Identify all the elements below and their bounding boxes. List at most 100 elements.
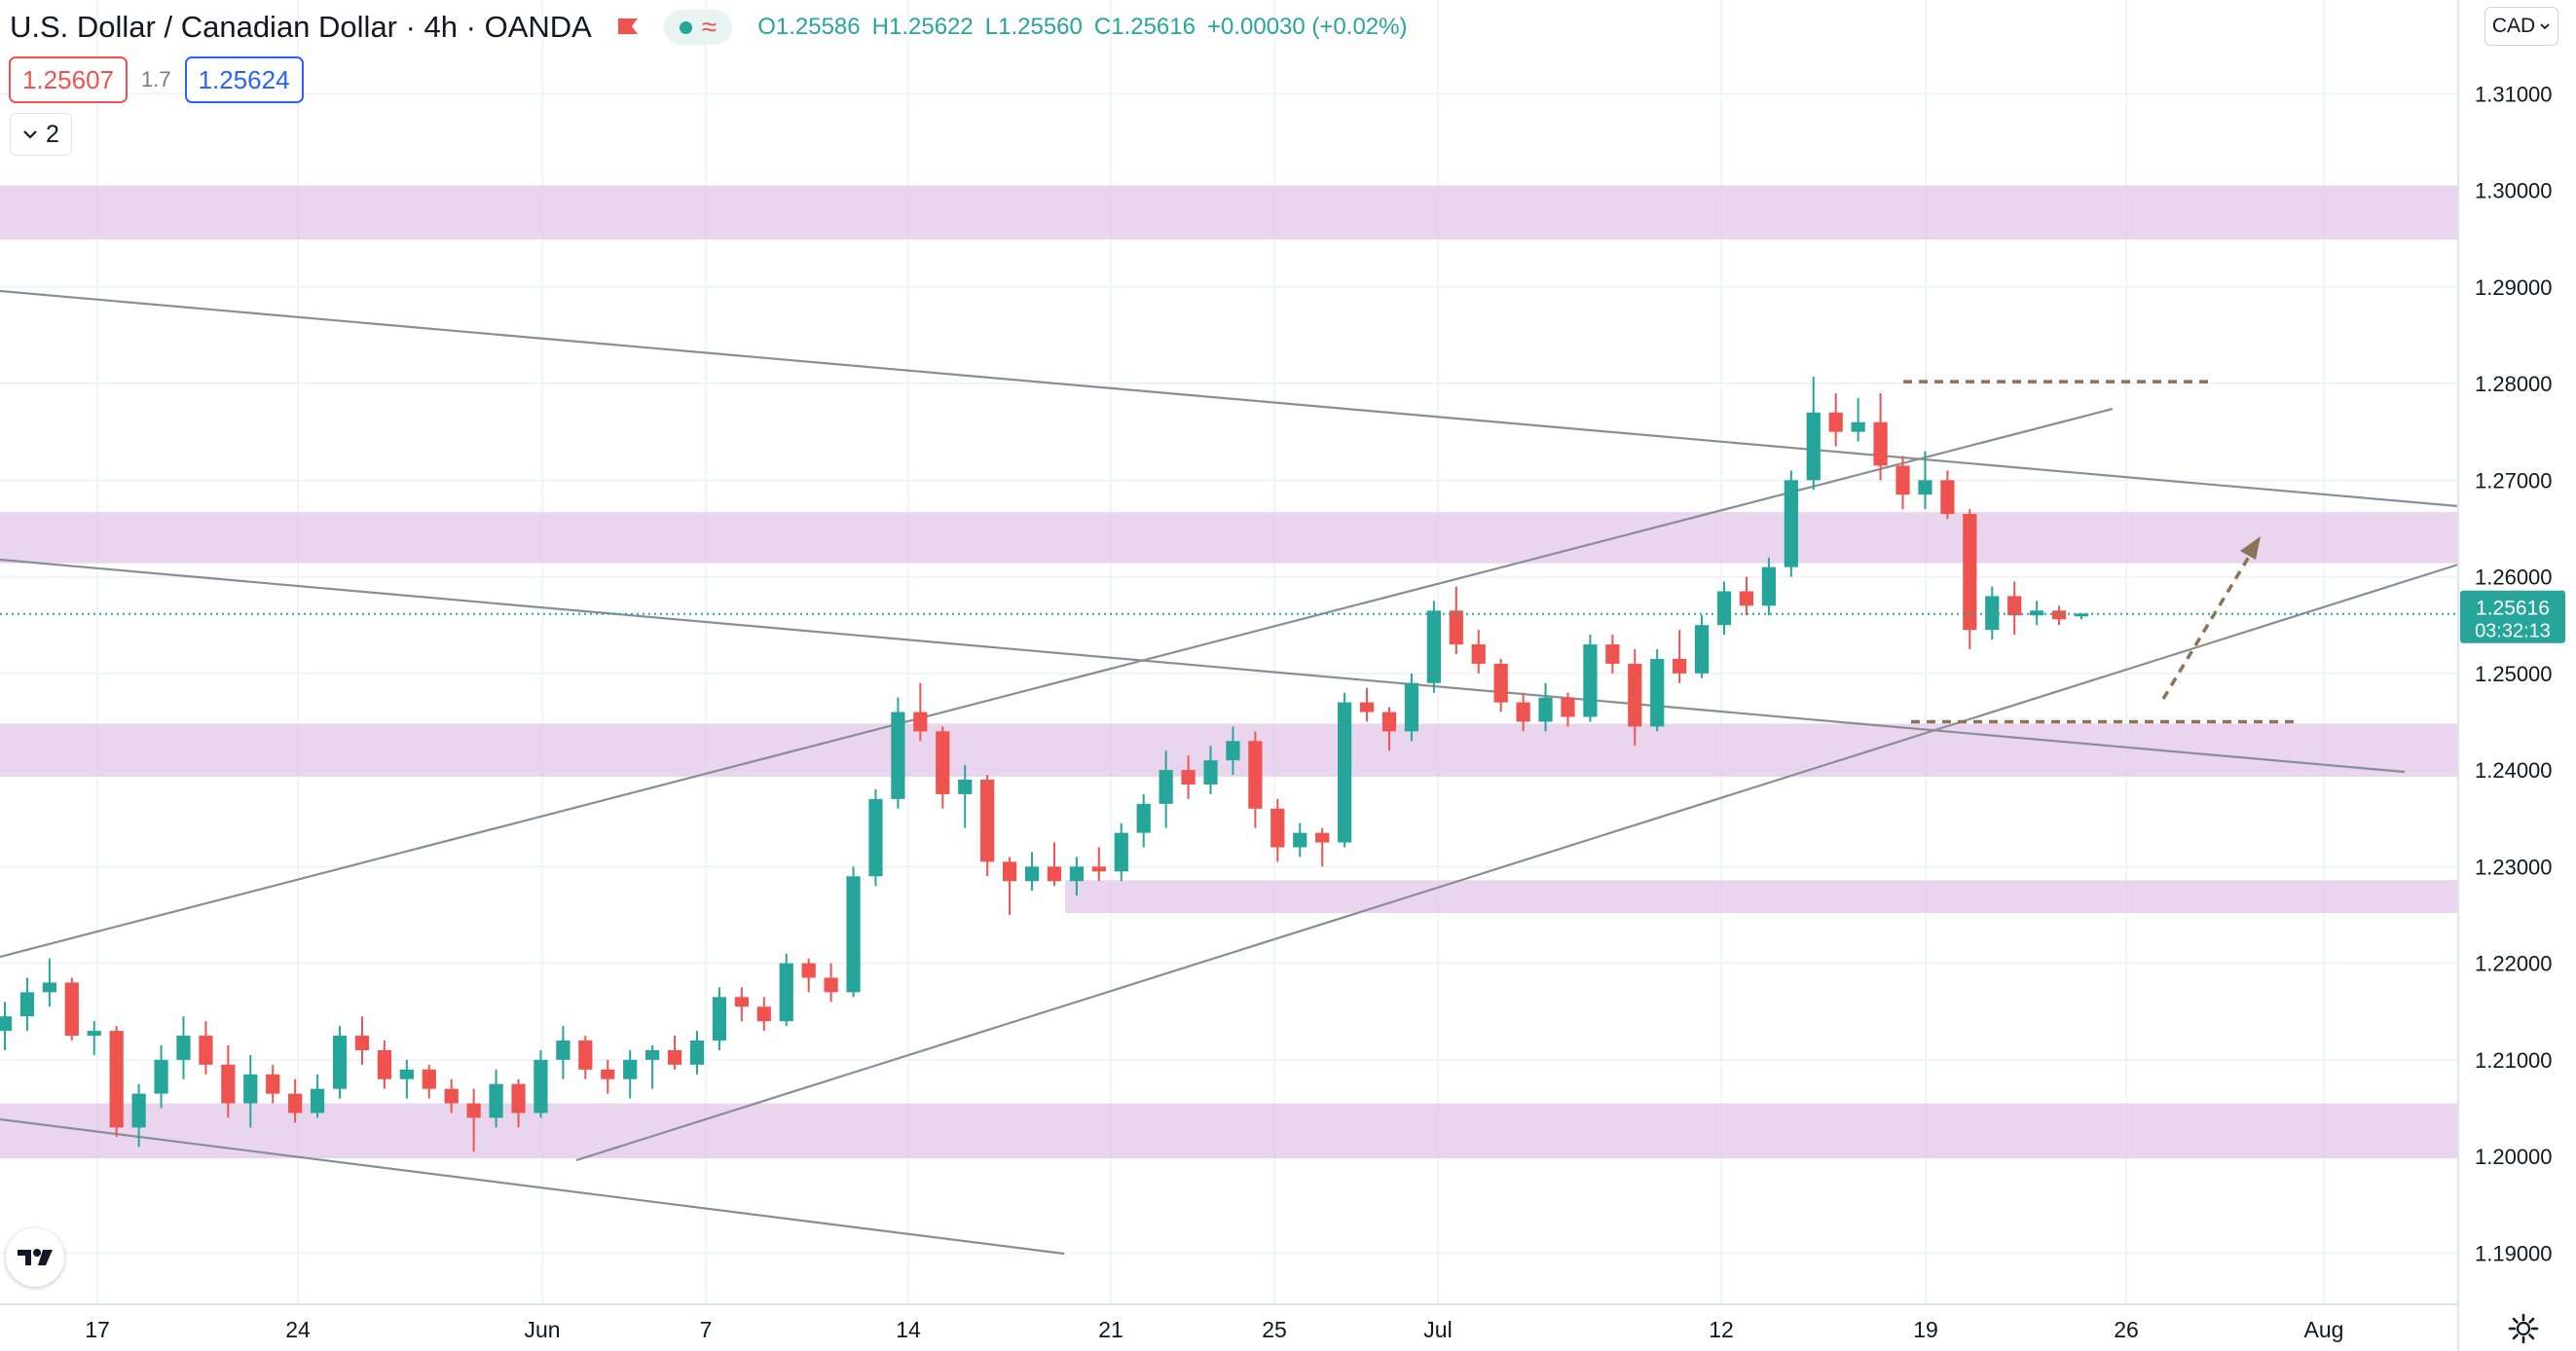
flag-icon[interactable]: [615, 17, 641, 38]
candle-body: [2030, 610, 2044, 616]
time-tick-label: Jun: [524, 1317, 560, 1342]
candle-body: [444, 1088, 459, 1104]
candle-body: [1940, 480, 1955, 515]
candle-body: [1069, 866, 1085, 882]
candle-body: [1918, 480, 1932, 495]
candle: [1047, 842, 1062, 887]
candle: [2051, 605, 2067, 626]
candle: [1516, 692, 1530, 732]
time-tick-label: 21: [1098, 1317, 1123, 1342]
candle: [846, 866, 861, 998]
candle: [1940, 470, 1955, 520]
candle: [266, 1064, 280, 1104]
candle-body: [422, 1069, 436, 1089]
time-axis[interactable]: 17 24 Jun 7 14 21 25 Jul 12 19 26 Aug: [85, 1317, 2343, 1342]
candle-body: [332, 1036, 348, 1089]
candle-body: [1248, 741, 1263, 809]
candle: [734, 987, 749, 1022]
candle-body: [1471, 644, 1486, 664]
market-open-dot-icon: [679, 20, 692, 34]
candle-body: [0, 1016, 13, 1032]
market-status[interactable]: ≈: [663, 10, 733, 45]
price-tick-label: 1.27000: [2475, 468, 2553, 493]
candle: [444, 1078, 459, 1114]
candle: [1493, 658, 1508, 712]
candle: [332, 1026, 348, 1099]
candle-body: [1873, 421, 1888, 466]
indicators-toggle-button[interactable]: 2: [10, 113, 72, 156]
candle: [422, 1064, 436, 1099]
candle: [756, 997, 771, 1032]
zone-layer: [0, 185, 2458, 1159]
price-tick-label: 1.20000: [2475, 1145, 2553, 1169]
price-tick-label: 1.25000: [2475, 662, 2553, 686]
candle: [824, 963, 838, 1003]
ohlc-open: O1.25586: [757, 14, 861, 40]
candle: [377, 1041, 392, 1089]
last-price-label-bg: [2460, 590, 2565, 643]
wave-icon: ≈: [701, 12, 718, 42]
price-tick-label: 1.26000: [2475, 566, 2553, 590]
candle: [1091, 847, 1106, 882]
price-tick-label: 1.28000: [2475, 372, 2553, 396]
candle: [1002, 857, 1017, 915]
candle: [176, 1016, 191, 1079]
candle-body: [601, 1069, 615, 1079]
candle-body: [466, 1103, 481, 1118]
ohlc-change: +0.00030 (+0.02%): [1206, 14, 1408, 40]
price-tick-label: 1.22000: [2475, 952, 2553, 976]
buy-button[interactable]: 1.25624: [184, 56, 304, 103]
candle: [221, 1044, 236, 1118]
candle: [199, 1021, 213, 1075]
currency-select[interactable]: CAD: [2484, 7, 2558, 46]
candle: [958, 765, 973, 828]
candle-body: [1851, 421, 1865, 432]
candle: [511, 1078, 526, 1128]
trendline-rising-top: [0, 407, 2114, 959]
candle-body: [578, 1041, 593, 1070]
candle: [1449, 586, 1463, 654]
symbol-legend: U.S. Dollar / Canadian Dollar · 4h · OAN…: [10, 8, 1407, 47]
candle-body: [266, 1074, 280, 1094]
candle-body: [2051, 610, 2067, 620]
ohlc-close: C1.25616: [1093, 14, 1196, 40]
last-price-value: 1.25616: [2476, 598, 2550, 620]
candle: [667, 1036, 682, 1070]
candle: [19, 977, 35, 1032]
candle-body: [354, 1036, 370, 1050]
candle-body: [19, 992, 35, 1017]
candle-body: [689, 1041, 705, 1065]
candle: [466, 1088, 481, 1152]
candle-body: [221, 1064, 236, 1104]
candle-body: [64, 982, 79, 1037]
candle-body: [176, 1036, 191, 1060]
gear-icon[interactable]: [2507, 1312, 2540, 1345]
candle: [2007, 581, 2022, 636]
candle-body: [1605, 644, 1620, 664]
candle: [1963, 509, 1977, 650]
candle: [1851, 397, 1865, 442]
candle-body: [1002, 861, 1017, 882]
candle-body: [1828, 412, 1843, 432]
price-axis[interactable]: 1.31000 1.30000 1.29000 1.28000 1.27000 1.260…: [2475, 82, 2553, 1265]
candle: [601, 1059, 615, 1094]
candle-body: [288, 1093, 303, 1114]
candle: [1248, 731, 1263, 828]
spread-value: 1.7: [140, 67, 171, 91]
symbol-title[interactable]: U.S. Dollar / Canadian Dollar · 4h · OAN…: [10, 10, 592, 44]
tradingview-logo[interactable]: [6, 1228, 64, 1287]
candle: [1561, 692, 1575, 727]
chevron-down-icon: [23, 130, 37, 139]
candle-body: [2074, 613, 2089, 617]
candle-body: [42, 982, 56, 993]
candle: [1404, 673, 1419, 742]
supply-demand-zone: [1065, 880, 2458, 913]
candle-body: [1806, 412, 1821, 481]
tradingview-logo-icon: [18, 1249, 53, 1265]
annotation-layer: [1903, 380, 2300, 724]
candle-body: [1716, 591, 1732, 626]
candle-body: [534, 1059, 548, 1114]
sell-button[interactable]: 1.25607: [9, 56, 128, 103]
candle: [1784, 470, 1798, 577]
